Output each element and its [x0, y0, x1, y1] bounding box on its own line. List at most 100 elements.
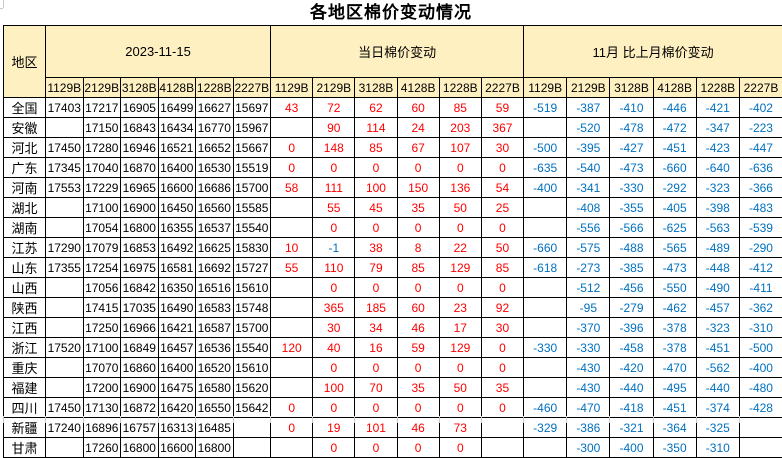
price-cell[interactable]: 17520 [46, 338, 84, 358]
price-cell[interactable]: 17079 [83, 238, 121, 258]
price-cell[interactable]: 16900 [121, 378, 159, 398]
price-cell[interactable]: 17355 [46, 258, 84, 278]
price-cell[interactable]: 16355 [158, 218, 196, 238]
daily-change-cell[interactable]: 25 [481, 198, 523, 218]
daily-change-cell[interactable]: 62 [355, 98, 397, 118]
monthly-change-cell[interactable]: -400 [610, 438, 653, 458]
daily-change-cell[interactable]: 17 [439, 318, 481, 338]
monthly-change-cell[interactable]: -418 [610, 398, 653, 418]
monthly-change-cell[interactable]: -398 [696, 198, 739, 218]
monthly-change-cell[interactable]: -427 [610, 138, 653, 158]
price-cell[interactable]: 16842 [121, 278, 159, 298]
monthly-change-cell[interactable]: -451 [653, 398, 696, 418]
daily-change-cell[interactable]: 0 [397, 218, 439, 238]
daily-change-cell[interactable] [481, 418, 523, 438]
price-cell[interactable]: 16537 [196, 218, 234, 238]
monthly-change-cell[interactable]: -395 [567, 138, 610, 158]
grade-header[interactable]: 4128B [397, 78, 439, 98]
price-cell[interactable]: 16450 [158, 198, 196, 218]
daily-change-cell[interactable] [271, 438, 313, 458]
grade-header[interactable]: 2227B [481, 78, 523, 98]
daily-change-cell[interactable]: 100 [313, 378, 355, 398]
monthly-change-cell[interactable]: -95 [567, 298, 610, 318]
daily-change-cell[interactable]: 50 [439, 378, 481, 398]
monthly-change-cell[interactable]: -480 [739, 378, 782, 398]
monthly-change-cell[interactable]: -310 [696, 438, 739, 458]
monthly-change-cell[interactable]: -386 [567, 418, 610, 438]
daily-change-cell[interactable]: 0 [313, 218, 355, 238]
monthly-change-cell[interactable]: -512 [567, 278, 610, 298]
monthly-change-cell[interactable]: -330 [567, 338, 610, 358]
monthly-change-cell[interactable]: -483 [739, 198, 782, 218]
price-cell[interactable]: 16770 [196, 118, 234, 138]
monthly-change-cell[interactable]: -462 [653, 298, 696, 318]
grade-header[interactable]: 2129B [567, 78, 610, 98]
monthly-change-cell[interactable]: -539 [739, 218, 782, 238]
price-cell[interactable]: 16600 [158, 438, 196, 458]
price-cell[interactable]: 17280 [83, 138, 121, 158]
daily-change-cell[interactable]: 46 [397, 318, 439, 338]
monthly-change-cell[interactable]: -223 [739, 118, 782, 138]
daily-change-cell[interactable]: 0 [439, 158, 481, 178]
monthly-change-cell[interactable]: -495 [653, 378, 696, 398]
monthly-change-cell[interactable]: -500 [524, 138, 567, 158]
monthly-change-cell[interactable]: -625 [653, 218, 696, 238]
price-cell[interactable]: 17040 [83, 158, 121, 178]
price-cell[interactable] [46, 378, 84, 398]
price-cell[interactable]: 16560 [196, 198, 234, 218]
price-cell[interactable]: 16870 [121, 158, 159, 178]
daily-change-cell[interactable]: 35 [481, 378, 523, 398]
daily-change-cell[interactable]: 60 [397, 298, 439, 318]
grade-header[interactable]: 3128B [355, 78, 397, 98]
daily-change-cell[interactable]: 58 [271, 178, 313, 198]
monthly-change-cell[interactable]: -279 [610, 298, 653, 318]
monthly-change-cell[interactable]: -470 [653, 358, 696, 378]
price-cell[interactable]: 17100 [83, 338, 121, 358]
daily-change-cell[interactable] [271, 318, 313, 338]
grade-header[interactable]: 2129B [83, 78, 121, 98]
price-cell[interactable] [46, 198, 84, 218]
daily-change-cell[interactable] [271, 278, 313, 298]
monthly-change-cell[interactable]: -575 [567, 238, 610, 258]
region-cell[interactable]: 新疆 [4, 418, 46, 438]
daily-change-cell[interactable]: 107 [439, 138, 481, 158]
monthly-change-cell[interactable]: -378 [653, 338, 696, 358]
daily-change-cell[interactable]: 38 [355, 238, 397, 258]
monthly-change-cell[interactable] [739, 418, 782, 438]
price-cell[interactable]: 17403 [46, 98, 84, 118]
daily-change-cell[interactable]: 110 [313, 258, 355, 278]
price-cell[interactable]: 17260 [83, 438, 121, 458]
price-cell[interactable]: 17035 [121, 298, 159, 318]
price-cell[interactable] [46, 298, 84, 318]
daily-change-cell[interactable]: 35 [397, 378, 439, 398]
price-cell[interactable]: 16434 [158, 118, 196, 138]
monthly-change-cell[interactable] [524, 358, 567, 378]
daily-change-cell[interactable]: 54 [481, 178, 523, 198]
price-cell[interactable]: 15585 [233, 198, 271, 218]
daily-change-cell[interactable]: 0 [271, 398, 313, 418]
price-cell[interactable]: 16625 [196, 238, 234, 258]
daily-change-cell[interactable]: -1 [313, 238, 355, 258]
header-daily-change-group[interactable]: 当日棉价变动 [271, 26, 524, 78]
monthly-change-cell[interactable]: -396 [610, 318, 653, 338]
price-cell[interactable]: 16313 [158, 418, 196, 438]
daily-change-cell[interactable]: 10 [271, 238, 313, 258]
monthly-change-cell[interactable]: -273 [567, 258, 610, 278]
daily-change-cell[interactable]: 40 [313, 338, 355, 358]
price-cell[interactable]: 16490 [158, 298, 196, 318]
monthly-change-cell[interactable]: -448 [696, 258, 739, 278]
daily-change-cell[interactable]: 70 [355, 378, 397, 398]
header-date-group[interactable]: 2023-11-15 [46, 26, 271, 78]
price-cell[interactable]: 16400 [158, 158, 196, 178]
grade-header[interactable]: 2227B [739, 78, 782, 98]
price-cell[interactable]: 17250 [83, 318, 121, 338]
monthly-change-cell[interactable] [524, 438, 567, 458]
price-cell[interactable]: 17100 [83, 198, 121, 218]
monthly-change-cell[interactable]: -618 [524, 258, 567, 278]
monthly-change-cell[interactable] [739, 438, 782, 458]
monthly-change-cell[interactable]: -451 [696, 338, 739, 358]
monthly-change-cell[interactable]: -423 [696, 138, 739, 158]
daily-change-cell[interactable]: 30 [313, 318, 355, 338]
price-cell[interactable]: 16516 [196, 278, 234, 298]
monthly-change-cell[interactable] [524, 218, 567, 238]
